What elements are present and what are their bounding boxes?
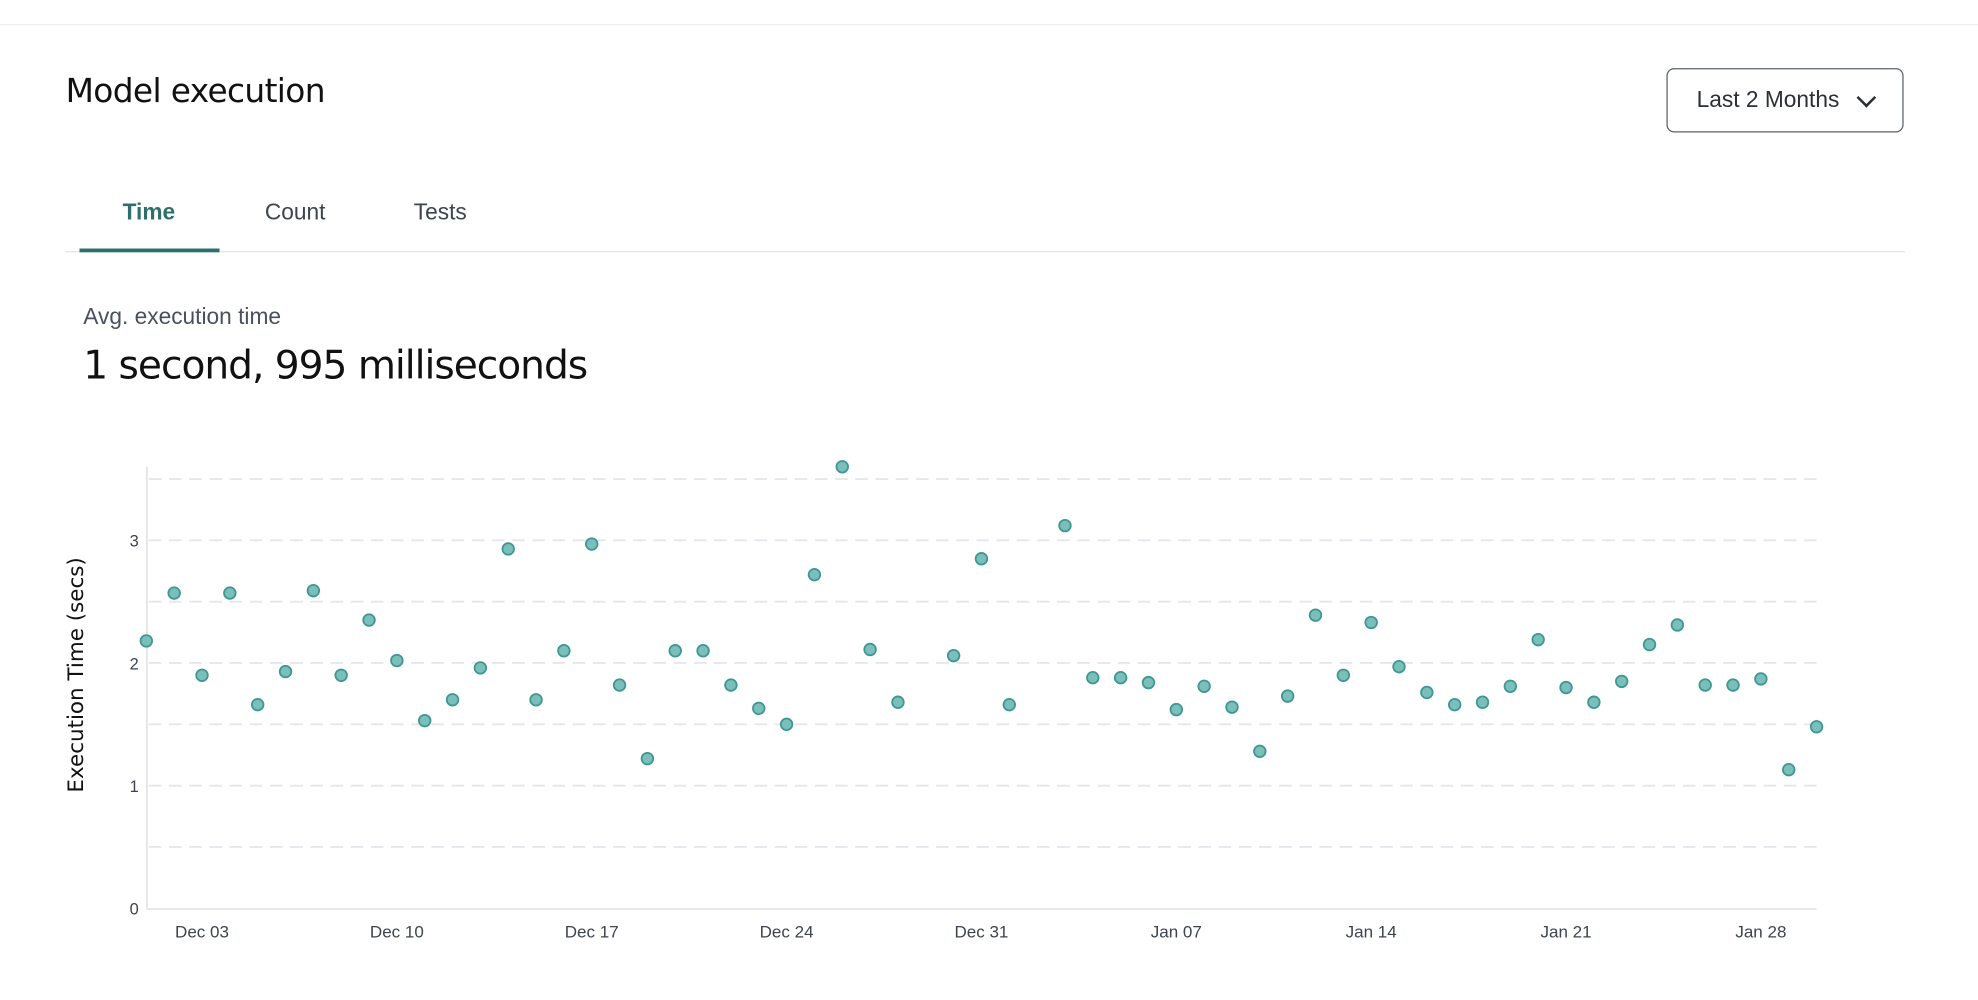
data-point [1392, 659, 1406, 674]
data-point [1642, 637, 1657, 652]
data-point [1503, 679, 1518, 693]
data-point [1698, 678, 1712, 692]
data-point [1754, 672, 1768, 686]
x-tick-label: Dec 24 [760, 922, 814, 941]
data-point [529, 693, 543, 707]
x-tick-label: Jan 28 [1735, 922, 1786, 941]
data-point [891, 695, 905, 709]
data-point [306, 583, 321, 598]
data-point [779, 717, 794, 731]
data-point [946, 648, 961, 663]
data-point [752, 701, 766, 716]
y-tick-label: 1 [130, 778, 139, 796]
y-tick-label: 2 [130, 655, 139, 673]
avg-execution-value: 1 second, 995 milliseconds [83, 343, 588, 389]
data-point [1809, 720, 1824, 734]
data-point [1531, 632, 1545, 647]
active-tab-indicator [79, 248, 220, 253]
data-point [445, 693, 460, 707]
data-point [1113, 671, 1128, 685]
data-point [139, 634, 154, 648]
page-title: Model execution [65, 73, 326, 112]
data-point [1086, 671, 1100, 685]
data-point [1475, 695, 1490, 709]
data-point [1197, 679, 1211, 693]
data-point [1169, 702, 1183, 717]
data-point [696, 644, 710, 658]
x-tick-label: Dec 10 [370, 922, 424, 941]
x-tick-label: Dec 31 [954, 922, 1008, 941]
data-point [1615, 674, 1629, 689]
data-point [167, 586, 181, 600]
y-tick-label: 3 [130, 533, 139, 551]
tab-count[interactable]: Count [264, 199, 326, 225]
data-point [418, 713, 432, 728]
data-point [557, 644, 571, 658]
data-point [1058, 518, 1072, 533]
data-point [501, 542, 515, 556]
data-point [223, 586, 237, 600]
data-point [278, 664, 293, 679]
date-range-dropdown[interactable]: Last 2 Months [1666, 68, 1904, 133]
data-point [1559, 680, 1573, 695]
x-tick-label: Jan 21 [1540, 922, 1591, 941]
tabs-divider [65, 251, 1905, 253]
data-point [1002, 698, 1016, 712]
tab-tests[interactable]: Tests [413, 199, 467, 225]
avg-execution-label: Avg. execution time [83, 304, 282, 330]
data-point [362, 613, 376, 627]
y-axis-label: Execution Time (secs) [64, 557, 89, 792]
x-tick-label: Dec 17 [565, 922, 619, 941]
data-point [1782, 763, 1796, 777]
data-point [1364, 615, 1378, 630]
data-point [1670, 618, 1685, 632]
top-divider [0, 23, 1978, 26]
data-point [250, 698, 265, 712]
data-point [1225, 700, 1239, 714]
data-point [1726, 678, 1740, 692]
data-point [724, 678, 738, 692]
data-point [835, 460, 849, 474]
data-point [1336, 668, 1351, 682]
data-point [1280, 689, 1295, 703]
x-tick-label: Jan 07 [1151, 922, 1202, 941]
data-point [1587, 695, 1601, 709]
data-point [1141, 675, 1156, 690]
data-point [1447, 698, 1462, 712]
data-point [974, 552, 989, 566]
data-point [195, 668, 209, 682]
data-point [640, 751, 655, 766]
y-tick-label: 0 [130, 901, 139, 919]
data-point [668, 644, 682, 658]
data-point [390, 653, 404, 668]
data-point [612, 678, 627, 692]
data-point [1420, 685, 1434, 700]
date-range-selected: Last 2 Months [1696, 87, 1840, 113]
data-point [473, 661, 488, 675]
data-point [1253, 744, 1267, 758]
data-point [1308, 608, 1323, 622]
tab-time[interactable]: Time [122, 199, 176, 225]
x-tick-label: Dec 03 [175, 922, 229, 941]
data-point [807, 567, 822, 582]
data-point [585, 537, 599, 551]
data-point [334, 668, 348, 682]
data-point [863, 642, 877, 657]
x-tick-label: Jan 14 [1346, 922, 1397, 941]
